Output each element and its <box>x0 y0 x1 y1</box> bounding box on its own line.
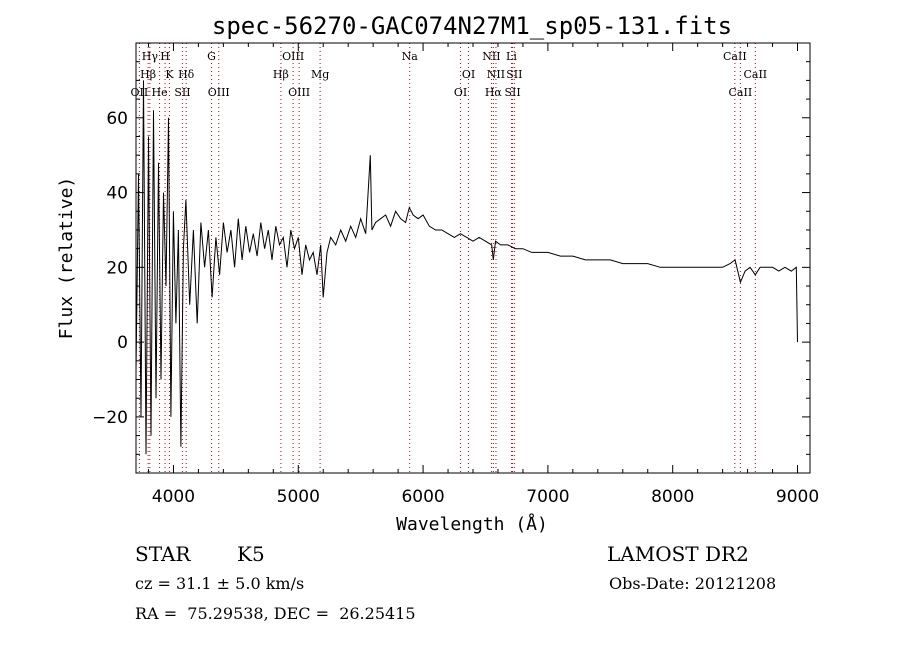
line-marker-label: NII <box>482 50 500 63</box>
y-tick-label: 20 <box>106 258 128 278</box>
x-tick-label: 7000 <box>526 487 569 507</box>
x-axis-label: Wavelength (Å) <box>396 513 548 535</box>
line-marker-label: SII <box>506 68 522 81</box>
line-marker-label: Hβ <box>140 68 156 81</box>
line-marker-label: He <box>152 86 168 99</box>
object-type: STAR <box>135 542 191 566</box>
line-marker-label: Hγ <box>142 50 159 63</box>
line-marker-label: OIII <box>288 86 310 99</box>
coordinates: RA = 75.29538, DEC = 26.25415 <box>135 604 416 623</box>
line-marker-label: OIII <box>282 50 304 63</box>
survey-name: LAMOST DR2 <box>607 542 749 566</box>
x-tick-label: 6000 <box>401 487 444 507</box>
line-marker-label: Na <box>402 50 419 63</box>
redshift-velocity: cz = 31.1 ± 5.0 km/s <box>135 574 305 593</box>
line-marker-label: CaII <box>743 68 767 81</box>
x-tick-label: 8000 <box>651 487 694 507</box>
spectrum-series <box>135 80 798 455</box>
y-tick-label: 40 <box>106 184 128 204</box>
line-marker-label: Hβ <box>273 68 289 81</box>
line-marker-label: NII <box>487 68 505 81</box>
y-axis-label: Flux (relative) <box>56 177 77 340</box>
x-tick-label: 5000 <box>277 487 320 507</box>
line-marker-label: Mg <box>311 68 329 81</box>
line-marker-label: OI <box>462 68 475 81</box>
line-marker-label: CaII <box>729 86 753 99</box>
subclass: K5 <box>237 542 265 566</box>
x-axis: 4000 5000 6000 7000 8000 9000 <box>147 43 819 507</box>
line-marker-label: SII <box>504 86 520 99</box>
spectrum-line <box>135 80 798 455</box>
y-tick-label: 0 <box>117 333 128 353</box>
plot-frame <box>135 42 811 474</box>
y-axis: −20 0 20 40 60 <box>92 61 810 455</box>
line-marker-label: SII <box>174 86 190 99</box>
chart-title: spec-56270-GAC074N27M1_sp05-131.fits <box>212 12 732 40</box>
line-marker-label: OII <box>131 86 149 99</box>
line-marker-label: Hα <box>485 86 503 99</box>
x-tick-label: 9000 <box>776 487 819 507</box>
line-marker-label: K <box>165 68 174 81</box>
line-marker-label: Hδ <box>178 68 195 81</box>
y-tick-label: 60 <box>106 109 128 129</box>
y-tick-label: −20 <box>92 408 128 428</box>
line-marker-label: Li <box>506 50 517 63</box>
line-marker-label: H <box>160 50 170 63</box>
x-tick-label: 4000 <box>152 487 195 507</box>
observation-date: Obs-Date: 20121208 <box>609 574 777 593</box>
line-marker-label: G <box>207 50 216 63</box>
line-marker-label: OIII <box>208 86 230 99</box>
line-marker-label: CaII <box>723 50 747 63</box>
line-marker-label: OI <box>454 86 467 99</box>
